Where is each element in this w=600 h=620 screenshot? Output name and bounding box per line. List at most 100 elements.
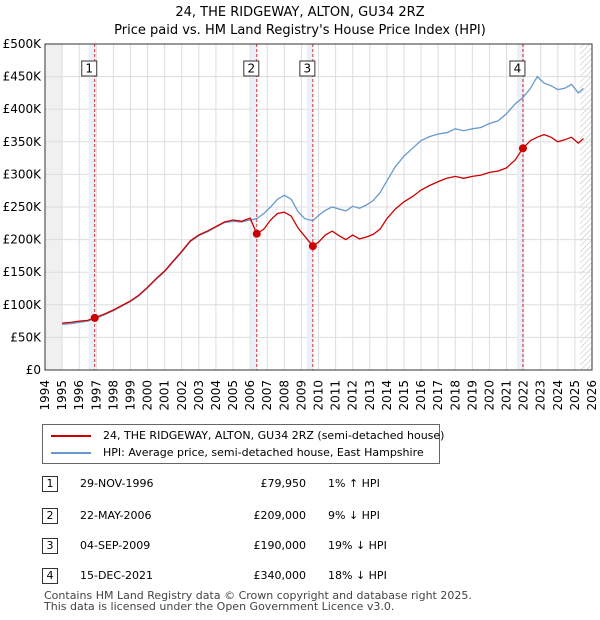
transaction-date: 15-DEC-2021 [80, 569, 154, 582]
x-tick-label: 2018 [448, 380, 462, 411]
x-tick-label: 2019 [465, 380, 479, 411]
legend-label-property: 24, THE RIDGEWAY, ALTON, GU34 2RZ (semi-… [103, 429, 445, 442]
x-tick-label: 2005 [226, 380, 240, 411]
price-chart: 1 2 3 4 £0 £50K £100K £150K £200K £250K £300K £350… [3, 37, 599, 411]
x-tick-label: 2012 [346, 380, 360, 411]
plot-border [44, 43, 593, 371]
x-tick-label: 2014 [380, 380, 394, 411]
x-tick-label: 1999 [123, 380, 137, 411]
sale-marker-label: 3 [304, 62, 312, 76]
x-tick-label: 2017 [431, 380, 445, 411]
x-tick-label: 1995 [55, 380, 69, 411]
x-tick-label: 2003 [192, 380, 206, 411]
y-tick-label: £450K [3, 70, 43, 84]
x-tick-label: 2026 [585, 380, 599, 411]
x-tick-label: 2010 [312, 380, 326, 411]
x-tick-label: 2013 [363, 380, 377, 411]
legend-swatch-property [51, 435, 91, 437]
y-tick-label: £300K [3, 167, 43, 181]
y-tick-label: £350K [3, 135, 43, 149]
transaction-price: £340,000 [253, 569, 307, 582]
x-tick-label: 2001 [158, 380, 172, 411]
sale-marker-box [243, 60, 260, 77]
x-tick-label: 2009 [294, 380, 308, 411]
x-axis-ticks: 1994 1995 1996 1997 1998 1999 2000 2001 2002 2003… [38, 380, 599, 411]
x-tick-label: 2023 [534, 380, 548, 411]
y-tick-label: £150K [3, 265, 43, 279]
footer-line-2: This data is licensed under the Open Gov… [44, 600, 395, 613]
transaction-row: 2 22-MAY-2006 £209,000 9% ↓ HPI [42, 508, 442, 526]
sale-point [308, 242, 317, 251]
chart-title: 24, THE RIDGEWAY, ALTON, GU34 2RZ Price … [0, 4, 600, 40]
transaction-row: 4 15-DEC-2021 £340,000 18% ↓ HPI [42, 568, 442, 586]
x-tick-label: 2007 [260, 380, 274, 411]
transaction-number: 1 [42, 476, 58, 492]
x-tick-label: 2008 [277, 380, 291, 411]
sale-point [90, 313, 99, 322]
sale-band [306, 44, 313, 370]
sale-markers [90, 144, 527, 322]
y-tick-label: £500K [3, 37, 43, 51]
footer: Contains HM Land Registry data © Crown c… [44, 590, 472, 612]
transaction-price: £190,000 [253, 539, 307, 552]
sale-band [88, 44, 95, 370]
transaction-number: 4 [42, 568, 58, 584]
legend: 24, THE RIDGEWAY, ALTON, GU34 2RZ (semi-… [42, 424, 444, 464]
y-tick-label: £250K [3, 200, 43, 214]
x-tick-label: 2011 [329, 380, 343, 411]
x-tick-label: 1994 [38, 380, 52, 411]
sale-band [250, 44, 257, 370]
y-tick-label: £0 [26, 363, 41, 377]
title-line-2: Price paid vs. HM Land Registry's House … [114, 23, 486, 38]
x-tick-label: 2022 [517, 380, 531, 411]
transaction-price: £79,950 [260, 477, 307, 490]
legend-label-hpi: HPI: Average price, semi-detached house,… [103, 446, 424, 459]
sale-marker-label: 2 [247, 62, 255, 76]
x-tick-label: 2015 [397, 380, 411, 411]
transaction-hpi-diff: 1% ↑ HPI [328, 477, 380, 490]
sale-point [252, 229, 261, 238]
sale-band [516, 44, 523, 370]
transaction-row: 1 29-NOV-1996 £79,950 1% ↑ HPI [42, 476, 442, 494]
y-axis-ticks: £0 £50K £100K £150K £200K £250K £300K £350K £400… [3, 37, 43, 377]
transaction-row: 3 04-SEP-2009 £190,000 19% ↓ HPI [42, 538, 442, 556]
y-tick-label: £50K [10, 330, 42, 344]
x-tick-label: 1998 [106, 380, 120, 411]
transaction-price: £209,000 [253, 509, 307, 522]
transaction-date: 29-NOV-1996 [80, 477, 154, 490]
transaction-hpi-diff: 9% ↓ HPI [328, 509, 380, 522]
title-line-1: 24, THE RIDGEWAY, ALTON, GU34 2RZ [175, 5, 425, 20]
shaded-bands: 1 2 3 4 [81, 44, 526, 370]
sale-marker-label: 1 [85, 62, 93, 76]
legend-swatch-hpi [51, 452, 91, 454]
transaction-date: 04-SEP-2009 [80, 539, 151, 552]
sale-point [518, 144, 527, 153]
plot-frame [44, 43, 593, 371]
sale-marker-label: 4 [514, 62, 522, 76]
footer-line-1: Contains HM Land Registry data © Crown c… [44, 589, 472, 602]
x-tick-label: 2006 [243, 380, 257, 411]
property-price-line [62, 133, 584, 324]
sale-marker-box [81, 60, 98, 77]
series-lines [62, 75, 584, 326]
transaction-date: 22-MAY-2006 [80, 509, 152, 522]
x-tick-label: 1996 [72, 380, 86, 411]
x-tick-label: 2020 [482, 380, 496, 411]
x-tick-label: 2021 [500, 380, 514, 411]
x-tick-label: 2002 [175, 380, 189, 411]
transaction-number: 2 [42, 508, 58, 524]
x-tick-label: 2000 [141, 380, 155, 411]
transaction-number: 3 [42, 538, 58, 554]
sale-marker-box [299, 60, 316, 77]
x-tick-label: 2024 [551, 380, 565, 411]
transaction-hpi-diff: 18% ↓ HPI [328, 569, 387, 582]
y-tick-label: £400K [3, 102, 43, 116]
x-tick-label: 2004 [209, 380, 223, 411]
x-tick-label: 2025 [568, 380, 582, 411]
x-tick-label: 2016 [414, 380, 428, 411]
y-tick-label: £200K [3, 233, 43, 247]
y-tick-label: £100K [3, 298, 43, 312]
sale-marker-box [509, 60, 526, 77]
x-tick-label: 1997 [89, 380, 103, 411]
transaction-hpi-diff: 19% ↓ HPI [328, 539, 387, 552]
